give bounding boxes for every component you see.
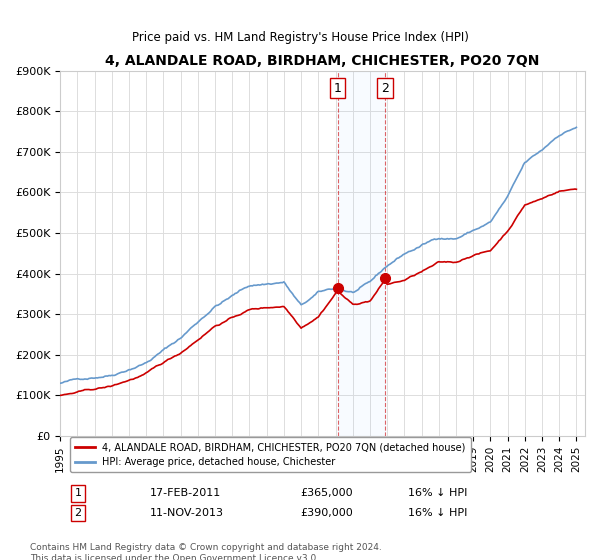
Text: 16% ↓ HPI: 16% ↓ HPI xyxy=(408,488,467,498)
Text: Price paid vs. HM Land Registry's House Price Index (HPI): Price paid vs. HM Land Registry's House … xyxy=(131,31,469,44)
Text: 17-FEB-2011: 17-FEB-2011 xyxy=(150,488,221,498)
Text: £365,000: £365,000 xyxy=(300,488,353,498)
Text: £390,000: £390,000 xyxy=(300,508,353,518)
Text: 2: 2 xyxy=(381,82,389,95)
Text: 16% ↓ HPI: 16% ↓ HPI xyxy=(408,508,467,518)
Text: 1: 1 xyxy=(334,82,341,95)
Legend: 4, ALANDALE ROAD, BIRDHAM, CHICHESTER, PO20 7QN (detached house), HPI: Average p: 4, ALANDALE ROAD, BIRDHAM, CHICHESTER, P… xyxy=(70,437,470,472)
Text: 1: 1 xyxy=(74,488,82,498)
Text: 2: 2 xyxy=(74,508,82,518)
Text: 11-NOV-2013: 11-NOV-2013 xyxy=(150,508,224,518)
Text: Contains HM Land Registry data © Crown copyright and database right 2024.
This d: Contains HM Land Registry data © Crown c… xyxy=(30,543,382,560)
Title: 4, ALANDALE ROAD, BIRDHAM, CHICHESTER, PO20 7QN: 4, ALANDALE ROAD, BIRDHAM, CHICHESTER, P… xyxy=(106,54,540,68)
Bar xyxy=(338,71,385,436)
